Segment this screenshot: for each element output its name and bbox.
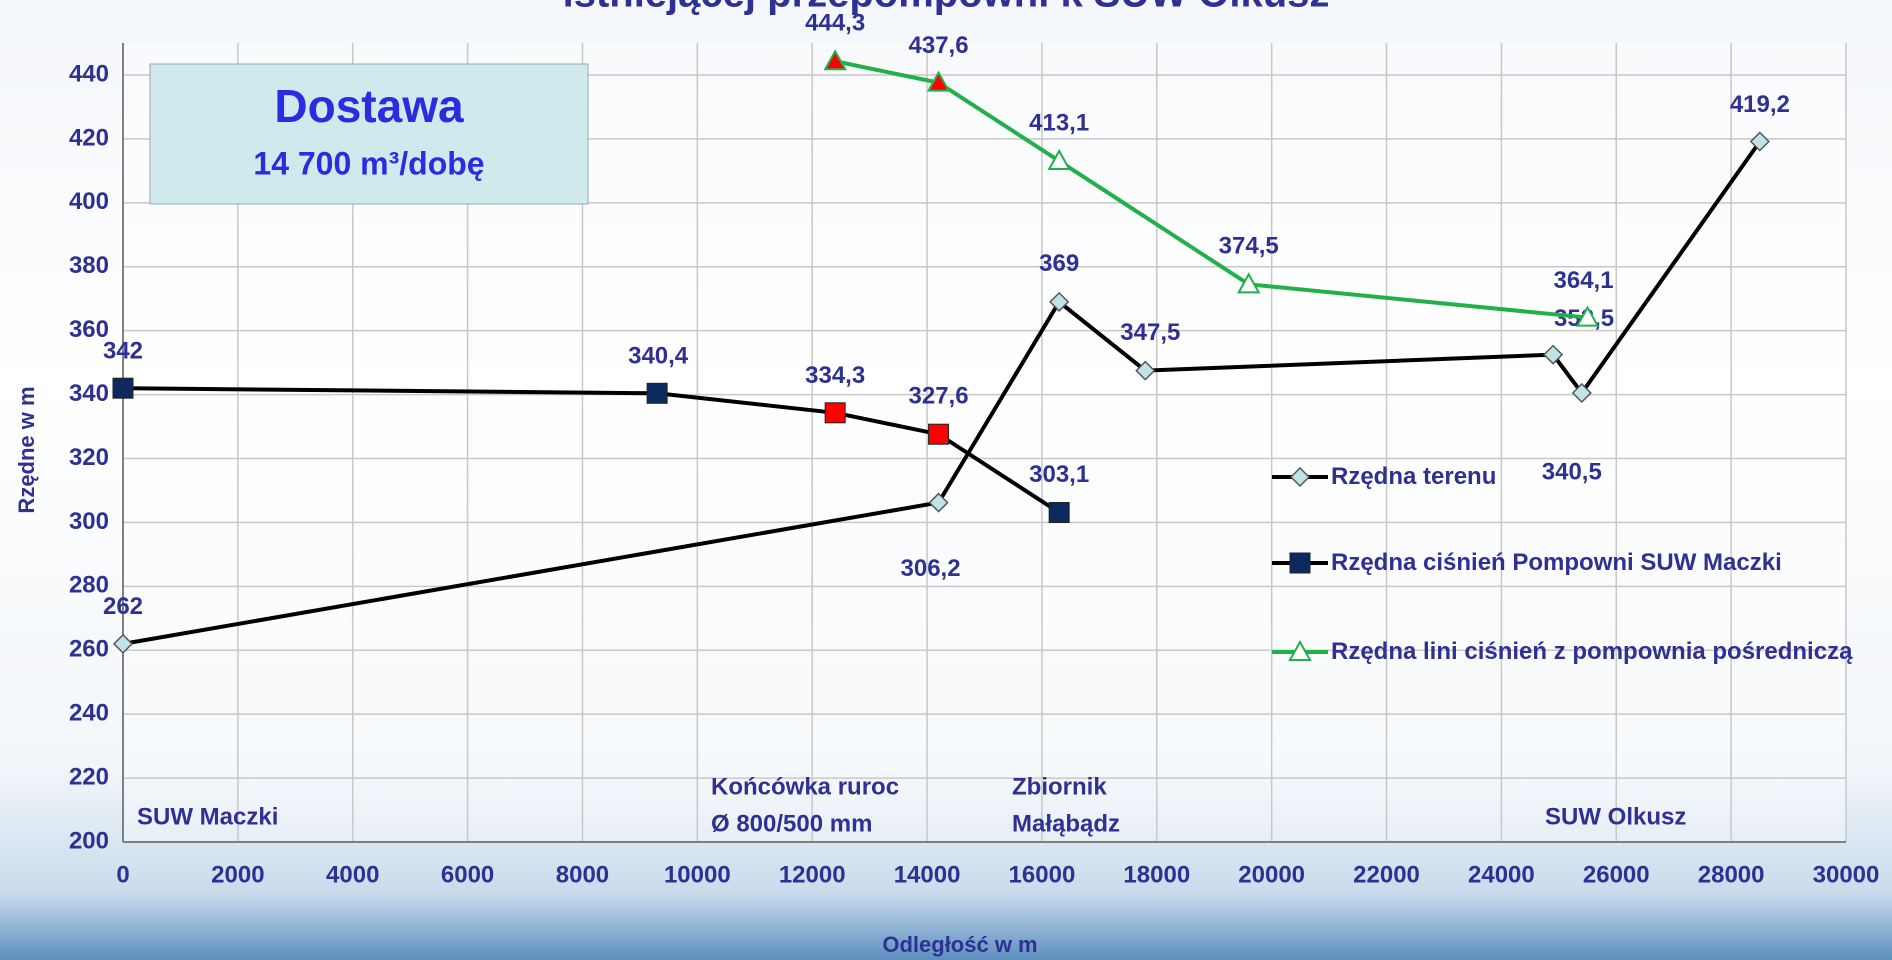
marker — [646, 382, 668, 404]
y-tick-label: 380 — [69, 252, 109, 279]
marker — [112, 633, 134, 654]
y-tick-label: 300 — [69, 508, 109, 535]
chart-title: istniejącej przepompowni k SUW Olkusz — [563, 0, 1330, 16]
data-label: 413,1 — [1029, 109, 1089, 136]
x-tick-label: 0 — [116, 861, 129, 888]
place-label: Końcówka ruroc — [711, 773, 899, 800]
annotation-text: 14 700 m³/dobę — [253, 145, 484, 181]
x-tick-label: 16000 — [1009, 861, 1076, 888]
data-label: 374,5 — [1219, 233, 1279, 260]
marker — [1289, 552, 1311, 574]
legend-label: Rzędna ciśnień Pompowni SUW Maczki — [1331, 549, 1782, 576]
x-tick-label: 26000 — [1583, 861, 1650, 888]
marker — [1135, 360, 1156, 381]
data-label: 334,3 — [805, 362, 865, 389]
marker — [1289, 466, 1311, 488]
x-tick-label: 24000 — [1468, 861, 1535, 888]
marker — [926, 70, 951, 92]
marker — [1049, 291, 1070, 312]
x-tick-label: 22000 — [1353, 861, 1420, 888]
marker — [1048, 502, 1070, 524]
x-axis-label: Odległość w m — [882, 932, 1037, 957]
data-label: 303,1 — [1029, 461, 1089, 488]
data-label: 364,1 — [1554, 267, 1614, 294]
place-label: Małąbądz — [1012, 810, 1120, 837]
y-tick-label: 280 — [69, 572, 109, 599]
data-label: 327,6 — [909, 383, 969, 410]
x-tick-label: 8000 — [556, 861, 609, 888]
annotation-box — [149, 63, 589, 205]
y-tick-label: 240 — [69, 700, 109, 727]
x-tick-label: 30000 — [1813, 861, 1880, 888]
marker — [823, 49, 847, 71]
marker — [1749, 131, 1770, 152]
x-tick-label: 6000 — [441, 861, 494, 888]
y-axis-label: Rzędne w m — [14, 386, 39, 513]
marker — [1571, 382, 1592, 404]
data-label: 340,5 — [1542, 458, 1602, 485]
data-label: 262 — [103, 593, 143, 620]
y-tick-label: 340 — [69, 380, 109, 407]
x-tick-label: 18000 — [1123, 861, 1190, 888]
y-tick-label: 440 — [69, 60, 109, 87]
y-tick-label: 320 — [69, 444, 109, 471]
x-tick-label: 10000 — [664, 861, 731, 888]
y-tick-label: 400 — [69, 188, 109, 215]
marker — [928, 492, 949, 513]
y-tick-label: 260 — [69, 636, 109, 663]
marker — [1236, 272, 1261, 294]
marker — [928, 423, 950, 445]
marker — [824, 402, 846, 424]
data-label: 437,6 — [909, 32, 969, 59]
data-label: 306,2 — [901, 555, 961, 582]
annotation-text: Dostawa — [274, 80, 464, 132]
place-label: Ø 800/500 mm — [711, 810, 872, 837]
data-label: 419,2 — [1730, 91, 1790, 118]
legend-label: Rzędna lini ciśnień z pompownia pośredni… — [1331, 638, 1853, 665]
marker — [1543, 344, 1564, 365]
legend-label: Rzędna terenu — [1331, 463, 1497, 490]
y-tick-label: 360 — [69, 316, 109, 343]
marker — [1575, 305, 1600, 327]
place-label: SUW Maczki — [137, 803, 278, 830]
marker — [1288, 639, 1312, 661]
y-tick-label: 420 — [69, 124, 109, 151]
data-label: 340,4 — [628, 343, 689, 370]
x-tick-label: 28000 — [1698, 861, 1765, 888]
x-tick-label: 4000 — [326, 861, 379, 888]
marker — [1047, 148, 1071, 170]
place-label: Zbiornik — [1012, 773, 1107, 800]
data-label: 347,5 — [1120, 319, 1180, 346]
y-tick-label: 220 — [69, 763, 109, 790]
x-tick-label: 14000 — [894, 861, 961, 888]
x-tick-label: 20000 — [1238, 861, 1305, 888]
x-tick-label: 2000 — [211, 861, 264, 888]
x-tick-label: 12000 — [779, 861, 846, 888]
y-tick-label: 200 — [69, 827, 109, 854]
data-label: 342 — [103, 338, 143, 365]
data-label: 369 — [1039, 250, 1079, 277]
place-label: SUW Olkusz — [1545, 803, 1686, 830]
data-label: 444,3 — [805, 10, 865, 37]
marker — [112, 377, 134, 399]
